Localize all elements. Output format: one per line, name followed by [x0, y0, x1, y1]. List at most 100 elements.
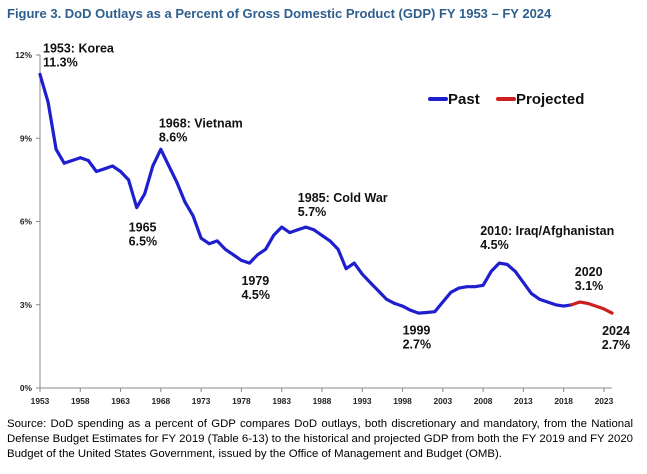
data-point-past [530, 292, 533, 296]
data-point-past [127, 178, 131, 182]
data-point-past [328, 239, 332, 243]
data-point-past [62, 161, 66, 165]
annotation-value: 2.7% [403, 337, 432, 351]
x-tick-label: 1958 [71, 396, 90, 406]
data-point-past [425, 311, 429, 314]
annotation-label: 2010: Iraq/Afghanistan [480, 224, 614, 238]
data-point-past [191, 214, 195, 218]
x-tick-label: 2003 [433, 396, 452, 406]
data-point-past [521, 281, 525, 284]
annotation-value: 4.5% [480, 238, 509, 252]
figure-title: Figure 3. DoD Outlays as a Percent of Gr… [7, 6, 552, 21]
data-point-past [336, 247, 340, 251]
data-point-past [288, 231, 292, 235]
x-tick-label: 2008 [474, 396, 493, 406]
data-point-past [457, 286, 461, 290]
annotation-label: 1999 [403, 323, 431, 337]
annotation-label: 1968: Vietnam [159, 116, 243, 130]
annotation-label: 1979 [241, 274, 269, 288]
y-tick-label: 12% [15, 50, 32, 60]
data-point-past [240, 258, 243, 262]
data-point-past [449, 290, 453, 294]
legend-label-projected: Projected [516, 91, 584, 108]
data-point-past [320, 233, 324, 237]
data-point-past [86, 159, 90, 162]
data-point-past [280, 225, 284, 229]
data-point-past [433, 310, 437, 314]
x-tick-label: 1973 [192, 396, 211, 406]
data-point-past [489, 270, 493, 273]
y-tick-label: 9% [20, 133, 33, 143]
data-point-past [94, 170, 98, 173]
annotation-label: 1965 [129, 221, 157, 235]
annotation-value: 11.3% [43, 55, 78, 69]
y-axis-ticks: 0% 3% 6% 9% 12% [15, 50, 40, 393]
data-point-past [304, 225, 308, 229]
annotation-value: 8.6% [159, 130, 188, 144]
data-point-past [264, 247, 267, 251]
data-point-past [473, 285, 477, 289]
annotation-value: 6.5% [129, 235, 158, 249]
data-point-past [135, 206, 139, 210]
data-point-past [183, 200, 187, 204]
data-point-past [215, 239, 219, 243]
data-point-past [272, 233, 276, 237]
x-tick-label: 1968 [152, 396, 171, 406]
data-point-past [256, 253, 259, 257]
series-line-projected [570, 300, 614, 315]
data-point-past [497, 261, 501, 265]
annotation-label: 2024 [602, 324, 630, 338]
data-point-past [376, 289, 380, 293]
data-point-past [38, 73, 42, 76]
data-point-past [151, 164, 155, 168]
data-point-past [481, 283, 485, 287]
data-point-past [175, 181, 179, 185]
annotation-label: 1953: Korea [43, 41, 115, 55]
y-tick-label: 3% [20, 300, 33, 310]
x-tick-label: 1983 [272, 396, 291, 406]
data-point-past [119, 170, 122, 173]
data-point-past [54, 147, 58, 151]
data-point-past [312, 228, 316, 232]
data-point-past [554, 303, 558, 307]
y-tick-label: 6% [20, 217, 33, 227]
data-point-past [70, 159, 74, 162]
x-tick-label: 1988 [313, 396, 332, 406]
data-point-past [538, 297, 541, 301]
annotation-label: 2020 [575, 265, 603, 279]
data-point-past [562, 304, 566, 308]
data-point-past [513, 270, 517, 273]
x-tick-label: 2013 [514, 396, 533, 406]
data-point-projected [578, 300, 582, 304]
x-tick-label: 1953 [31, 396, 50, 406]
annotation-label: 1985: Cold War [298, 191, 388, 205]
data-point-past [231, 253, 235, 257]
legend-label-past: Past [448, 91, 480, 108]
data-point-past [546, 300, 549, 304]
data-point-past [223, 247, 227, 251]
chart-legend: Past Projected [428, 91, 584, 108]
data-point-projected [602, 307, 606, 311]
x-tick-label: 1963 [111, 396, 130, 406]
data-point-past [248, 261, 251, 265]
series-lines [38, 72, 614, 315]
data-point-past [46, 100, 50, 104]
data-point-past [401, 304, 404, 308]
data-point-past [441, 300, 445, 304]
data-point-past [352, 261, 356, 265]
x-tick-label: 2023 [595, 396, 614, 406]
x-tick-label: 1978 [232, 396, 251, 406]
data-point-projected [610, 311, 614, 315]
data-point-past [368, 281, 372, 284]
data-point-past [465, 285, 469, 289]
data-point-past [385, 297, 388, 301]
data-point-past [417, 311, 421, 315]
data-point-past [296, 228, 300, 232]
data-point-projected [570, 303, 574, 307]
x-tick-label: 2018 [554, 396, 573, 406]
data-point-past [505, 263, 509, 266]
y-tick-label: 0% [20, 383, 33, 393]
annotation-value: 2.7% [602, 338, 631, 352]
